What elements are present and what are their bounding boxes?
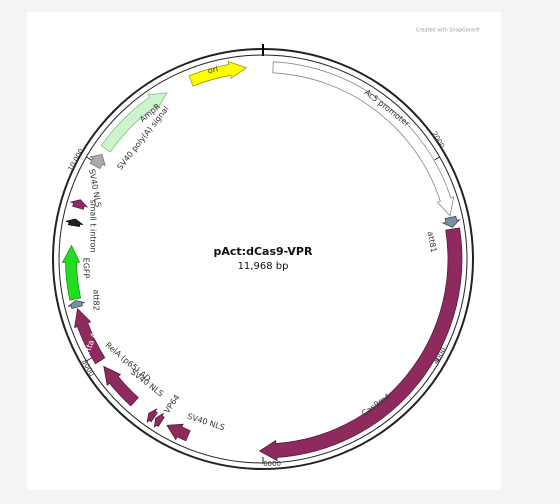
- plasmid-name: pAct:dCas9-VPR: [214, 245, 313, 258]
- feature-arrow: [100, 92, 168, 153]
- feature-arrow: [69, 199, 89, 210]
- feature-arrow: [67, 300, 85, 309]
- feature-arrow: [61, 244, 82, 301]
- plasmid-length: 11,968 bp: [238, 261, 289, 272]
- feature-arrow: [74, 307, 106, 365]
- feature-label: ori: [207, 65, 219, 76]
- position-tick: [86, 357, 92, 362]
- feature-arrow: [89, 153, 106, 170]
- feature-arrow: [103, 365, 139, 407]
- feature-arrow: [154, 412, 165, 428]
- feature-label: small t intron: [89, 199, 98, 252]
- position-tick: [86, 156, 92, 161]
- feature-arrow: [258, 227, 463, 462]
- feature-arrow: [188, 60, 248, 87]
- watermark: Created with SnapGene®: [416, 27, 480, 34]
- position-label: 6000: [263, 460, 281, 468]
- position-tick: [434, 156, 440, 161]
- card: [27, 12, 501, 490]
- feature-arrow: [272, 61, 455, 217]
- position-tick: [434, 357, 440, 362]
- feature-arrow: [66, 218, 84, 228]
- feature-arrow: [146, 408, 158, 423]
- feature-label: att81: [426, 231, 439, 254]
- feature-label: att82: [92, 289, 101, 310]
- feature-label: EGFP: [82, 258, 91, 279]
- feature-arrow: [166, 423, 191, 442]
- feature-arrow: [441, 215, 461, 228]
